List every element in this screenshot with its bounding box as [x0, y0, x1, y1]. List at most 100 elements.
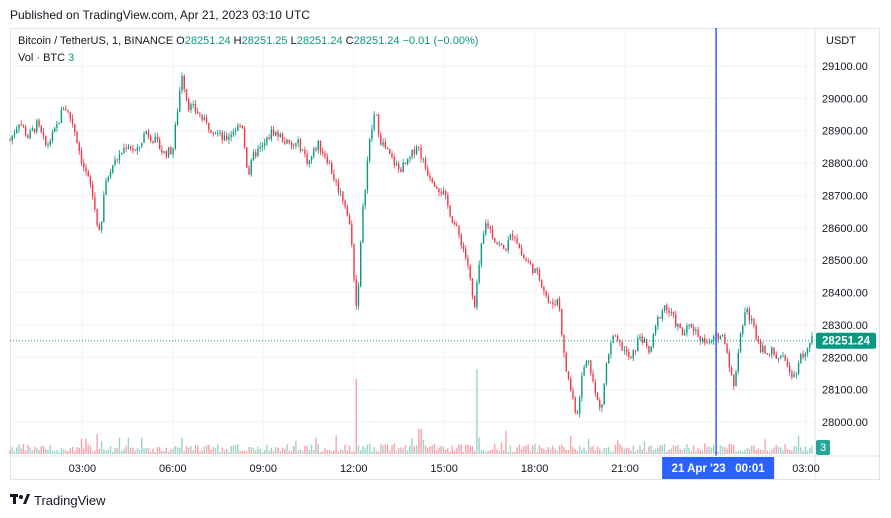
volume-bar: [460, 444, 462, 454]
volume-bar: [518, 444, 521, 454]
volume-bar: [406, 450, 409, 454]
candle-body: [263, 143, 266, 146]
candle-body: [666, 305, 668, 311]
candle-body: [275, 131, 277, 136]
volume-bar: [677, 444, 679, 454]
volume-bar: [750, 445, 753, 454]
candle-body: [447, 194, 449, 206]
price-tick-label: 28500.00: [822, 255, 868, 267]
candle-body: [643, 339, 646, 343]
candle-body: [74, 124, 76, 132]
candle-body: [516, 238, 518, 245]
volume-bar: [261, 451, 264, 454]
volume-bar: [413, 445, 416, 454]
volume-label[interactable]: Vol · BTC: [18, 52, 66, 64]
price-axis-unit[interactable]: USDT: [826, 35, 856, 47]
candle-body: [514, 236, 516, 239]
volume-bar: [804, 446, 806, 454]
volume-bar: [757, 448, 760, 454]
volume-bar: [730, 444, 733, 454]
symbol-title[interactable]: Bitcoin / TetherUS, 1, BINANCE: [18, 35, 174, 47]
candle-body: [360, 242, 362, 287]
volume-bar: [67, 451, 69, 454]
footer-brand-text: TradingView: [34, 492, 106, 508]
volume-bar: [451, 445, 454, 454]
candle-body: [272, 129, 275, 136]
volume-bar: [440, 445, 442, 454]
candle-body: [76, 131, 78, 144]
volume-bar: [784, 444, 786, 454]
volume-bar: [319, 451, 322, 454]
candle-body: [368, 139, 371, 161]
volume-bar: [56, 450, 58, 454]
volume-bar: [114, 447, 116, 454]
volume-bar: [511, 451, 514, 454]
candle-body: [601, 404, 603, 408]
volume-bar: [313, 449, 315, 454]
volume-bar: [583, 447, 585, 454]
price-tick-label: 28700.00: [822, 190, 868, 202]
candle-body: [138, 146, 141, 148]
candle-body: [114, 159, 116, 166]
volume-bar: [594, 450, 596, 454]
candle-body: [563, 335, 565, 354]
volume-bar: [523, 446, 525, 454]
candle-body: [295, 143, 297, 146]
volume-bar: [657, 448, 659, 454]
volume-bar: [125, 445, 127, 454]
candle-body: [404, 162, 407, 164]
candle-body: [324, 153, 326, 157]
candle-body: [208, 122, 210, 130]
candle-body: [809, 343, 811, 349]
volume-bar: [123, 449, 125, 454]
volume-bar: [9, 450, 11, 454]
volume-bar: [777, 446, 780, 454]
candle-body: [549, 301, 552, 303]
footer-brand[interactable]: TradingView: [10, 492, 106, 508]
candle-body: [230, 134, 232, 138]
volume-bar: [527, 444, 529, 454]
volume-bar: [607, 446, 610, 454]
last-price-tag[interactable]: 28251.24: [816, 332, 876, 349]
price-tick-label: 28900.00: [822, 126, 868, 138]
volume-bar: [24, 450, 27, 454]
volume-bar: [634, 451, 637, 454]
volume-bar: [284, 448, 286, 454]
volume-bar: [221, 447, 223, 454]
candle-body: [699, 336, 701, 342]
volume-bar: [529, 451, 532, 454]
volume-bar: [80, 438, 83, 454]
volume-bar: [701, 450, 704, 454]
candle-body: [241, 126, 244, 129]
candle-body: [637, 338, 639, 352]
volume-bar: [398, 448, 400, 454]
chart-frame[interactable]: [10, 28, 880, 480]
candle-body: [717, 333, 719, 340]
candle-body: [156, 136, 159, 140]
volume-bar: [360, 450, 362, 454]
volume-bar: [688, 447, 690, 454]
volume-bar: [735, 451, 737, 454]
candle-body: [804, 353, 806, 358]
volume-bar: [612, 451, 614, 454]
candle-body: [364, 190, 366, 206]
candle-body: [112, 165, 114, 173]
candle-body: [494, 237, 496, 243]
candle-body: [482, 234, 485, 244]
candle-body: [538, 270, 541, 280]
candle-body: [529, 261, 532, 264]
candle-body: [362, 205, 364, 243]
volume-bar: [158, 446, 161, 454]
candle-body: [599, 399, 601, 408]
candle-body: [523, 254, 525, 259]
candle-body: [326, 156, 328, 163]
volume-bar: [663, 444, 666, 454]
volume-bar: [237, 444, 239, 454]
volume-bar: [45, 449, 47, 454]
candle-body: [424, 158, 427, 169]
candle-body: [219, 132, 221, 134]
volume-bar: [570, 436, 572, 454]
candle-body: [730, 367, 733, 375]
volume-bar: [587, 438, 590, 454]
